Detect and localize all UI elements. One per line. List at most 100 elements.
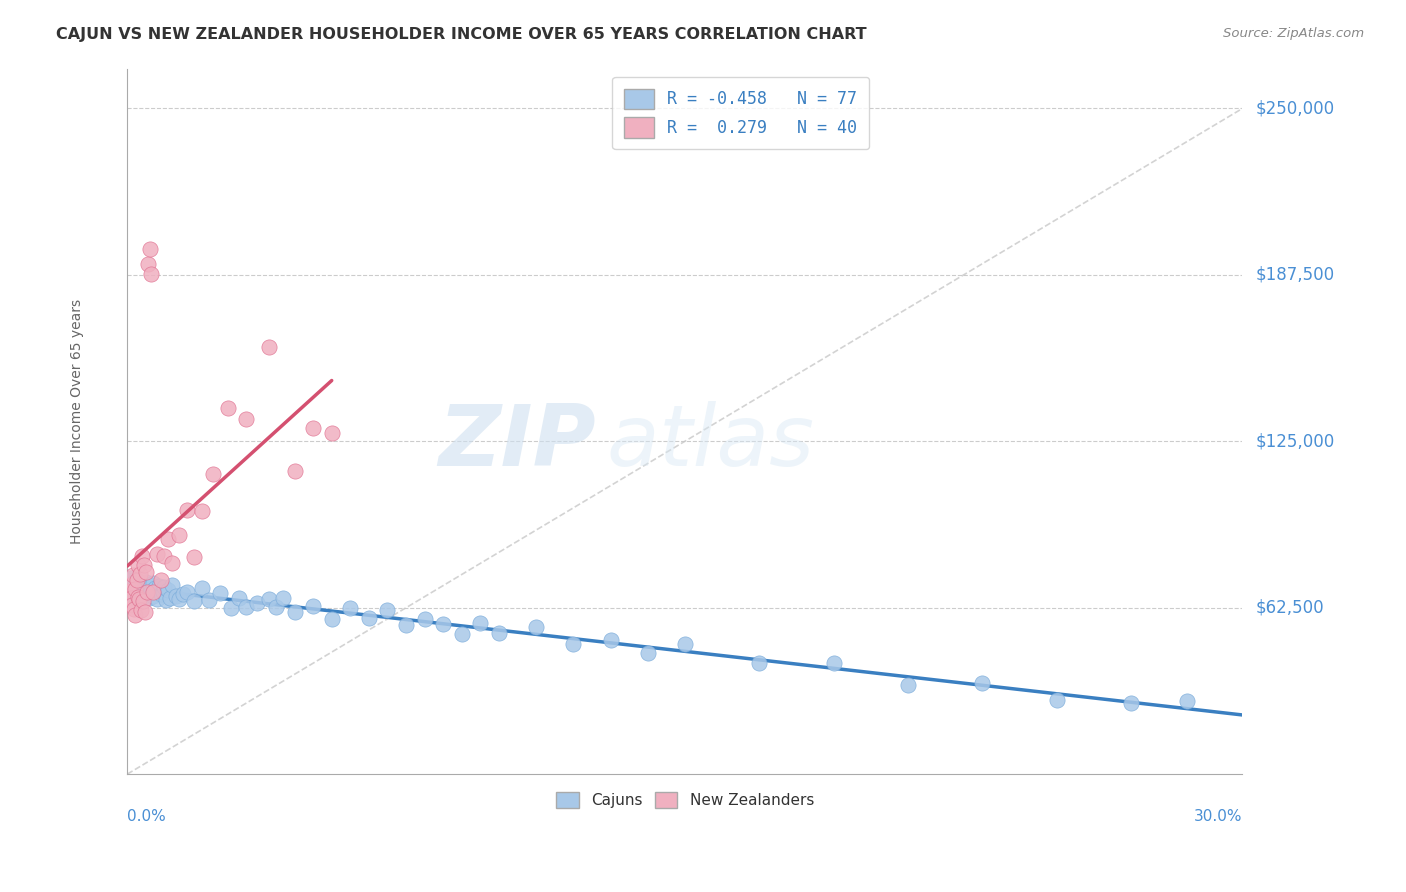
Point (673, 637, 696, 651)
Point (153, 580, 176, 594)
Point (135, 588, 157, 602)
Text: $250,000: $250,000 (1256, 100, 1334, 118)
Point (142, 585, 165, 599)
Point (283, 464, 305, 478)
Point (120, 570, 142, 584)
Point (190, 582, 212, 596)
Point (321, 612, 343, 626)
Point (127, 584, 149, 599)
Point (135, 565, 157, 579)
Point (134, 605, 156, 619)
Point (160, 578, 183, 592)
Point (972, 676, 994, 690)
Text: $125,000: $125,000 (1256, 433, 1336, 450)
Point (128, 576, 150, 591)
Point (198, 592, 221, 607)
Point (118, 573, 141, 587)
Point (125, 574, 148, 588)
Point (124, 608, 146, 623)
Point (432, 617, 454, 632)
Point (157, 533, 180, 547)
Point (138, 578, 160, 592)
Point (122, 590, 145, 604)
Point (124, 582, 146, 597)
Point (125, 573, 148, 587)
Point (138, 591, 160, 606)
Point (134, 585, 156, 599)
Point (599, 633, 621, 648)
Point (132, 577, 155, 591)
Point (201, 467, 224, 482)
Point (131, 580, 153, 594)
Point (124, 579, 146, 593)
Point (118, 584, 141, 599)
Point (121, 598, 143, 612)
Point (120, 586, 142, 600)
Point (149, 574, 172, 588)
Point (413, 612, 436, 626)
Point (246, 596, 269, 610)
Point (165, 589, 187, 603)
Point (183, 549, 205, 564)
Point (377, 602, 399, 616)
Legend: Cajuns, New Zealanders: Cajuns, New Zealanders (548, 785, 821, 816)
Point (131, 549, 153, 564)
Text: 30.0%: 30.0% (1194, 809, 1243, 824)
Point (176, 585, 198, 599)
Point (152, 584, 174, 599)
Point (159, 591, 181, 605)
Point (127, 582, 149, 596)
Point (357, 611, 380, 625)
Point (122, 601, 145, 615)
Point (138, 242, 160, 256)
Point (129, 588, 152, 602)
Text: 0.0%: 0.0% (128, 809, 166, 824)
Point (129, 566, 152, 581)
Point (142, 575, 165, 590)
Point (748, 656, 770, 670)
Point (235, 412, 257, 426)
Point (339, 601, 361, 615)
Point (395, 618, 418, 632)
Text: Source: ZipAtlas.com: Source: ZipAtlas.com (1223, 27, 1364, 40)
Text: CAJUN VS NEW ZEALANDER HOUSEHOLDER INCOME OVER 65 YEARS CORRELATION CHART: CAJUN VS NEW ZEALANDER HOUSEHOLDER INCOM… (56, 27, 868, 42)
Point (121, 568, 143, 582)
Point (157, 582, 180, 597)
Point (897, 678, 920, 692)
Point (128, 591, 150, 606)
Point (127, 591, 149, 605)
Point (450, 627, 472, 641)
Point (120, 591, 142, 605)
Point (148, 579, 170, 593)
Point (141, 583, 163, 598)
Point (562, 637, 585, 651)
Point (221, 600, 243, 615)
Text: $187,500: $187,500 (1256, 266, 1334, 284)
Point (169, 528, 191, 542)
Point (146, 547, 169, 561)
Text: ZIP: ZIP (439, 401, 596, 484)
Point (470, 615, 492, 630)
Point (131, 603, 153, 617)
Point (136, 257, 159, 271)
Point (283, 605, 305, 619)
Point (264, 600, 287, 615)
Point (1175, 694, 1198, 708)
Point (139, 586, 162, 600)
Point (257, 339, 280, 353)
Point (143, 582, 166, 596)
Point (823, 657, 845, 671)
Point (172, 587, 194, 601)
Point (121, 576, 143, 591)
Point (121, 583, 143, 598)
Point (127, 558, 149, 572)
Point (302, 421, 325, 435)
Point (321, 426, 343, 441)
Point (1045, 692, 1067, 706)
Point (190, 503, 212, 517)
Point (146, 592, 169, 607)
Point (273, 591, 295, 605)
Point (124, 587, 146, 601)
Point (488, 626, 510, 640)
Point (302, 599, 325, 614)
